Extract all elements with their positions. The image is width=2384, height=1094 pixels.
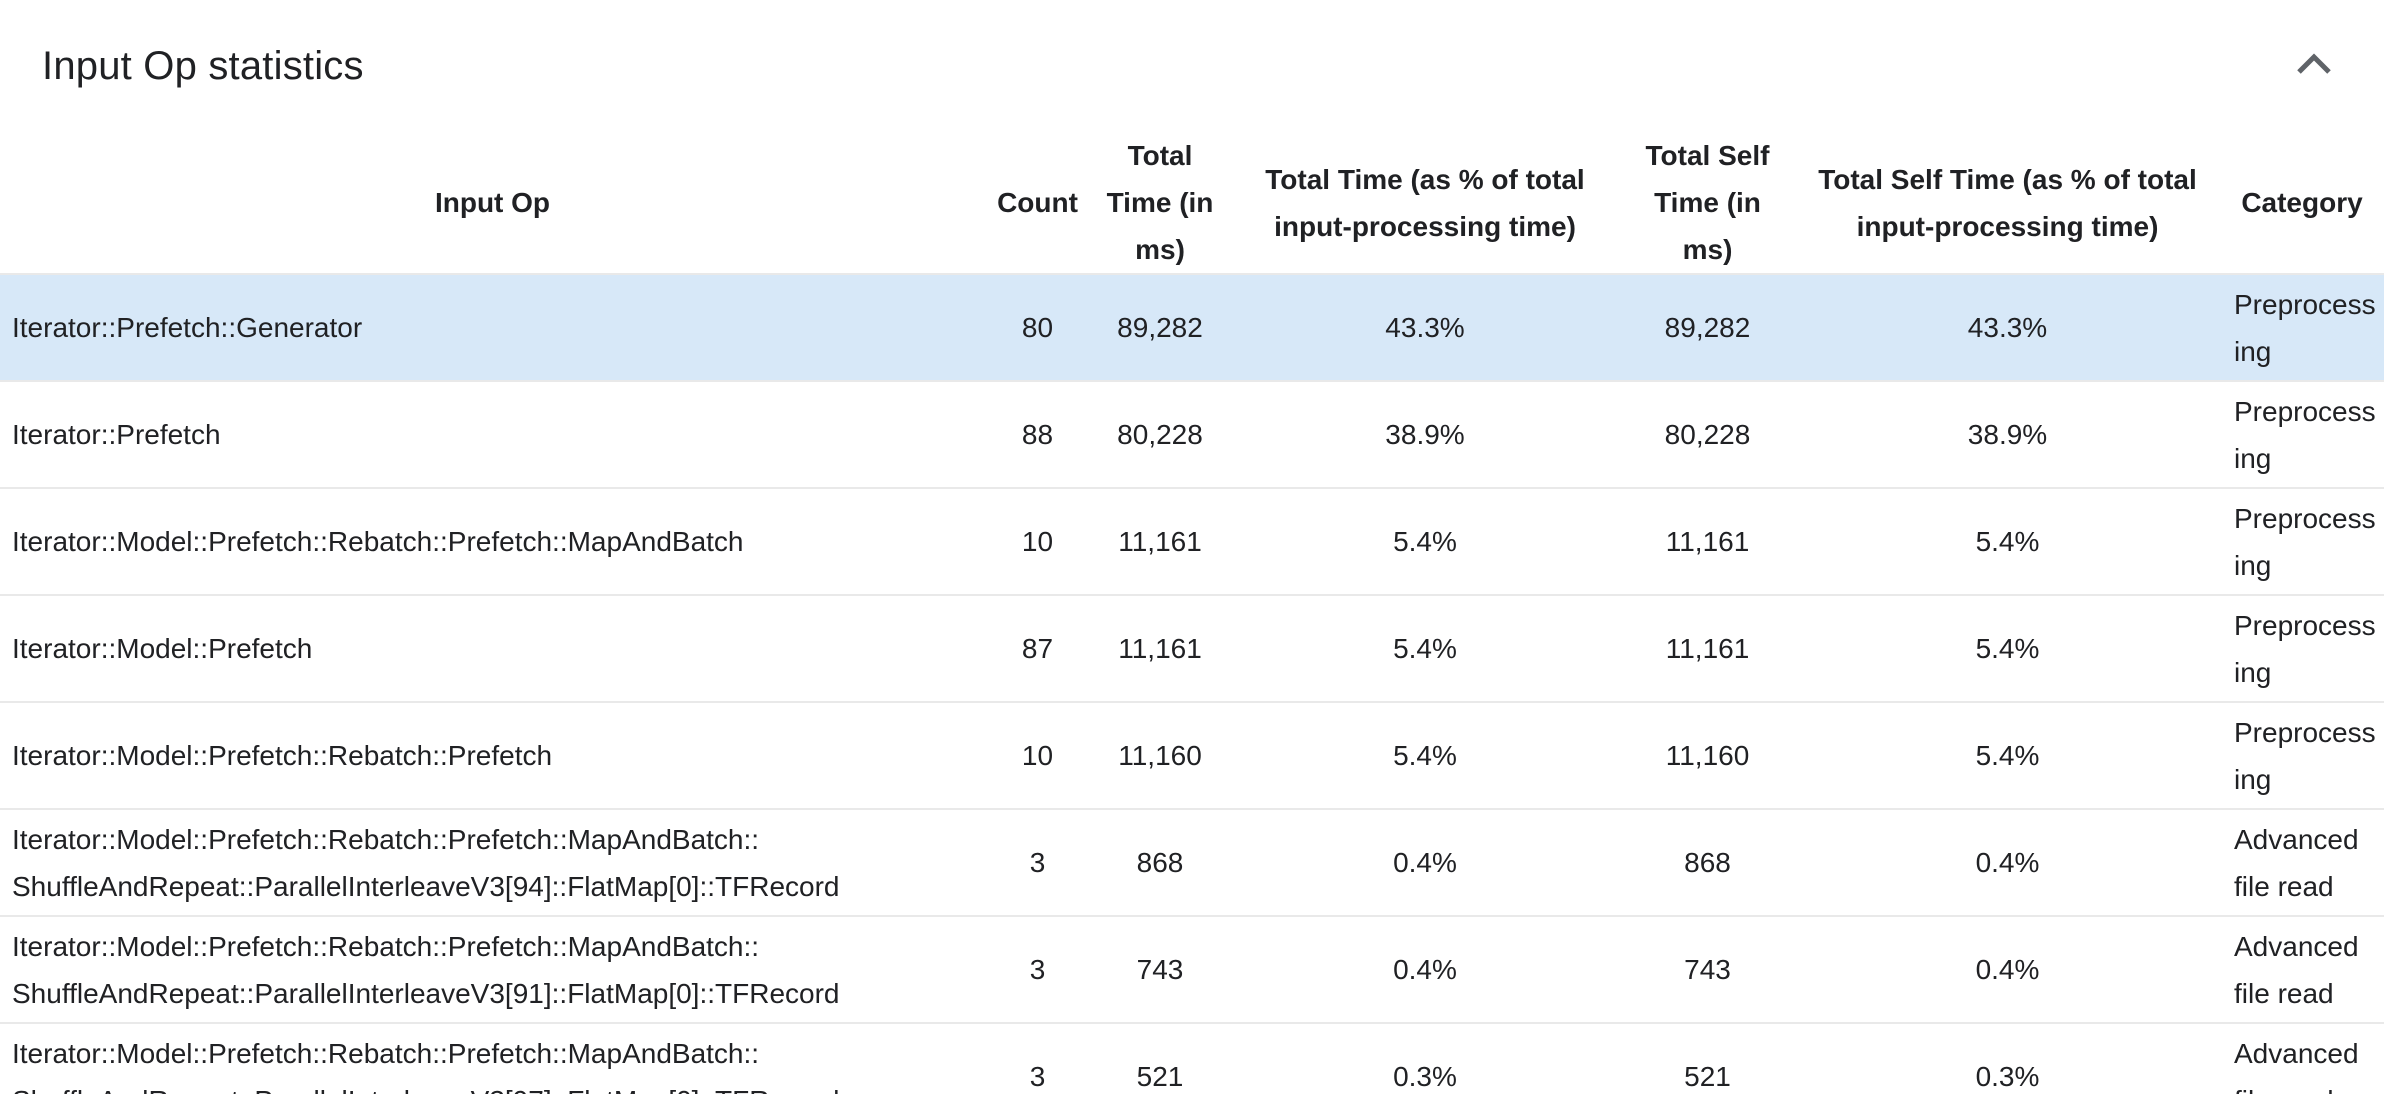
cell-count: 10	[985, 487, 1090, 595]
col-header-total-time-pct: Total Time (as % of total input-processi…	[1265, 163, 1585, 242]
col-header-self-time-pct: Total Self Time (as % of total input-pro…	[1818, 163, 2197, 242]
cell-total-time: 11,161	[1090, 594, 1230, 702]
cell-self-time: 743	[1620, 915, 1795, 1023]
table-header: Input Op Count Total Time (in ms) Total …	[0, 132, 2384, 274]
col-header-count: Count	[997, 187, 1078, 218]
cell-input-op: Iterator::​Model::​Prefetch	[0, 594, 985, 702]
cell-self-time: 11,161	[1620, 487, 1795, 595]
cell-self-time-pct: 5.4%	[1795, 487, 2220, 595]
cell-count: 3	[985, 808, 1090, 916]
section-header: Input Op statistics	[0, 0, 2384, 132]
col-header-total-time: Total Time (in ms)	[1106, 140, 1214, 265]
cell-category: Preprocessing	[2220, 273, 2384, 381]
cell-total-time: 743	[1090, 915, 1230, 1023]
cell-self-time-pct: 43.3%	[1795, 273, 2220, 381]
cell-input-op: Iterator::​Model::​Prefetch::​Rebatch::​…	[0, 701, 985, 809]
cell-self-time: 868	[1620, 808, 1795, 916]
table-row[interactable]: Iterator::​Model::​Prefetch::​Rebatch::​…	[0, 808, 2384, 916]
cell-self-time: 521	[1620, 1022, 1795, 1094]
cell-count: 10	[985, 701, 1090, 809]
cell-total-time-pct: 0.4%	[1230, 915, 1620, 1023]
cell-total-time-pct: 0.3%	[1230, 1022, 1620, 1094]
cell-category: Preprocessing	[2220, 380, 2384, 488]
cell-total-time: 11,161	[1090, 487, 1230, 595]
cell-category: Advanced file read	[2220, 808, 2384, 916]
cell-self-time-pct: 0.3%	[1795, 1022, 2220, 1094]
table-row[interactable]: Iterator::​Prefetch 88 80,228 38.9% 80,2…	[0, 380, 2384, 488]
cell-total-time-pct: 5.4%	[1230, 487, 1620, 595]
cell-input-op: Iterator::​Model::​Prefetch::​Rebatch::​…	[0, 1022, 985, 1094]
input-op-statistics-table: Input Op Count Total Time (in ms) Total …	[0, 132, 2384, 1094]
cell-self-time-pct: 5.4%	[1795, 701, 2220, 809]
cell-self-time: 80,228	[1620, 380, 1795, 488]
table-row[interactable]: Iterator::​Model::​Prefetch::​Rebatch::​…	[0, 1022, 2384, 1094]
cell-input-op: Iterator::​Model::​Prefetch::​Rebatch::​…	[0, 487, 985, 595]
cell-self-time-pct: 0.4%	[1795, 808, 2220, 916]
cell-self-time: 11,161	[1620, 594, 1795, 702]
cell-input-op: Iterator::​Model::​Prefetch::​Rebatch::​…	[0, 808, 985, 916]
table-row[interactable]: Iterator::​Model::​Prefetch::​Rebatch::​…	[0, 915, 2384, 1023]
col-header-self-time: Total Self Time (in ms)	[1645, 140, 1770, 265]
cell-total-time-pct: 0.4%	[1230, 808, 1620, 916]
cell-total-time: 868	[1090, 808, 1230, 916]
cell-self-time-pct: 0.4%	[1795, 915, 2220, 1023]
collapse-section-button[interactable]	[2286, 40, 2342, 88]
cell-total-time: 11,160	[1090, 701, 1230, 809]
cell-category: Advanced file read	[2220, 915, 2384, 1023]
table-row[interactable]: Iterator::​Model::​Prefetch::​Rebatch::​…	[0, 701, 2384, 809]
page-title: Input Op statistics	[42, 44, 364, 88]
cell-total-time: 80,228	[1090, 380, 1230, 488]
cell-count: 80	[985, 273, 1090, 381]
cell-self-time-pct: 38.9%	[1795, 380, 2220, 488]
cell-count: 3	[985, 915, 1090, 1023]
cell-total-time: 89,282	[1090, 273, 1230, 381]
header-row: Input Op Count Total Time (in ms) Total …	[0, 132, 2384, 274]
cell-category: Preprocessing	[2220, 701, 2384, 809]
table-row[interactable]: Iterator::​Model::​Prefetch 87 11,161 5.…	[0, 594, 2384, 702]
cell-total-time-pct: 5.4%	[1230, 594, 1620, 702]
cell-category: Advanced file read	[2220, 1022, 2384, 1094]
cell-category: Preprocessing	[2220, 487, 2384, 595]
cell-total-time: 521	[1090, 1022, 1230, 1094]
table-body: Iterator::​Prefetch::​Generator 80 89,28…	[0, 273, 2384, 1094]
cell-count: 3	[985, 1022, 1090, 1094]
cell-total-time-pct: 43.3%	[1230, 273, 1620, 381]
cell-count: 88	[985, 380, 1090, 488]
col-header-input-op: Input Op	[434, 187, 551, 218]
cell-total-time-pct: 5.4%	[1230, 701, 1620, 809]
cell-total-time-pct: 38.9%	[1230, 380, 1620, 488]
cell-self-time: 89,282	[1620, 273, 1795, 381]
table-row[interactable]: Iterator::​Model::​Prefetch::​Rebatch::​…	[0, 487, 2384, 595]
cell-count: 87	[985, 594, 1090, 702]
table-row[interactable]: Iterator::​Prefetch::​Generator 80 89,28…	[0, 273, 2384, 381]
cell-self-time: 11,160	[1620, 701, 1795, 809]
chevron-up-icon	[2294, 52, 2334, 76]
cell-input-op: Iterator::​Prefetch::​Generator	[0, 273, 985, 381]
cell-input-op: Iterator::​Prefetch	[0, 380, 985, 488]
col-header-category: Category	[2241, 187, 2363, 218]
cell-input-op: Iterator::​Model::​Prefetch::​Rebatch::​…	[0, 915, 985, 1023]
cell-self-time-pct: 5.4%	[1795, 594, 2220, 702]
cell-category: Preprocessing	[2220, 594, 2384, 702]
